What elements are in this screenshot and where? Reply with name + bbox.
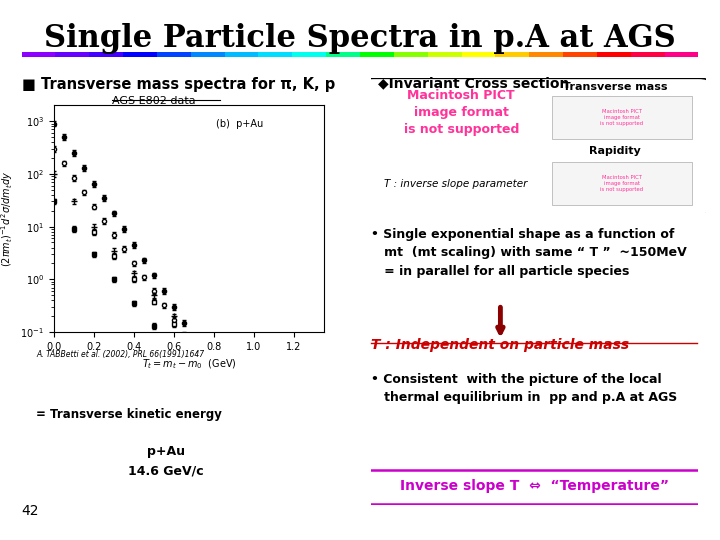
Bar [428, 52, 462, 62]
Text: Inverse slope T  ⇔  “Temperature”: Inverse slope T ⇔ “Temperature” [400, 479, 669, 493]
Text: AGS E802 data: AGS E802 data [112, 96, 195, 106]
Bar [394, 52, 428, 62]
Bar [292, 52, 326, 62]
Text: = Transverse kinetic energy: = Transverse kinetic energy [36, 408, 222, 421]
Bar [22, 52, 55, 62]
Bar [157, 52, 191, 62]
FancyBboxPatch shape [552, 96, 692, 139]
Text: Single Particle Spectra in p.A at AGS: Single Particle Spectra in p.A at AGS [44, 23, 676, 53]
Bar [665, 52, 698, 62]
Bar [597, 52, 631, 62]
Text: Macintosh PICT
image format
is not supported: Macintosh PICT image format is not suppo… [403, 89, 519, 136]
Bar [258, 52, 292, 62]
Bar [55, 52, 89, 62]
Y-axis label: $(2\pi m_t)^{-1} d^2\sigma/dm_t dy$: $(2\pi m_t)^{-1} d^2\sigma/dm_t dy$ [0, 171, 15, 267]
Bar [225, 52, 258, 62]
Text: A. TABBetti et al. (2002), PRL 66(1991)1647: A. TABBetti et al. (2002), PRL 66(1991)1… [36, 350, 204, 359]
Text: Macintosh PICT
image format
is not supported: Macintosh PICT image format is not suppo… [600, 109, 644, 126]
Bar [191, 52, 225, 62]
Text: T : inverse slope parameter: T : inverse slope parameter [384, 179, 528, 188]
Bar [462, 52, 495, 62]
Text: p+Au
14.6 GeV/c: p+Au 14.6 GeV/c [127, 446, 204, 477]
FancyBboxPatch shape [366, 470, 703, 504]
Text: Rapidity: Rapidity [590, 146, 641, 156]
X-axis label: $T_t = m_t - m_0$  (GeV): $T_t = m_t - m_0$ (GeV) [142, 357, 236, 371]
Bar [89, 52, 123, 62]
Bar [529, 52, 563, 62]
FancyBboxPatch shape [552, 162, 692, 205]
Text: Transverse mass: Transverse mass [563, 82, 667, 92]
Text: • Consistent  with the picture of the local
   thermal equilibrium in  pp and p.: • Consistent with the picture of the loc… [371, 373, 677, 404]
Bar [326, 52, 360, 62]
Bar [360, 52, 394, 62]
Bar [123, 52, 157, 62]
Bar [495, 52, 529, 62]
Text: ◆Invariant Cross section: ◆Invariant Cross section [378, 77, 570, 91]
FancyBboxPatch shape [364, 78, 709, 215]
Bar [631, 52, 665, 62]
Text: Macintosh PICT
image format
is not supported: Macintosh PICT image format is not suppo… [600, 176, 644, 192]
Bar [563, 52, 597, 62]
Text: ■ Transverse mass spectra for π, K, p: ■ Transverse mass spectra for π, K, p [22, 77, 335, 92]
Text: • Single exponential shape as a function of
   mt  (mt scaling) with same “ T ” : • Single exponential shape as a function… [371, 228, 687, 278]
Text: T : Independent on particle mass: T : Independent on particle mass [371, 338, 629, 352]
Text: 42: 42 [22, 504, 39, 518]
Text: (b)  p+Au: (b) p+Au [216, 119, 264, 129]
